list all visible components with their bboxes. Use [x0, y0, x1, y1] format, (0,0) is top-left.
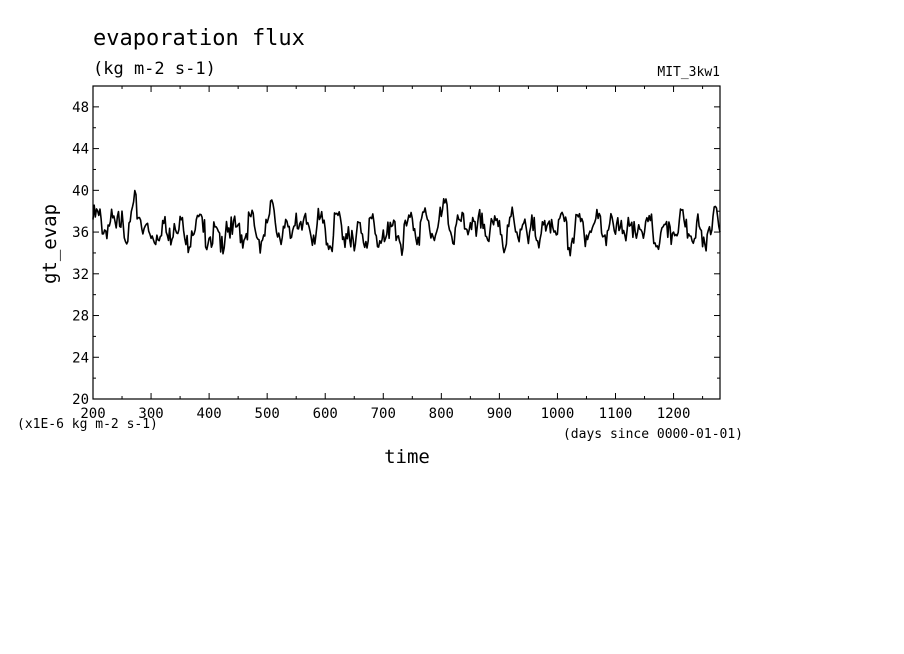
dataset-label: MIT_3kw1 — [657, 65, 720, 80]
x-tick-label: 200 — [80, 406, 105, 422]
x-tick-label: 800 — [429, 406, 454, 422]
y-tick-label: 40 — [72, 183, 89, 199]
y-tick-label: 28 — [72, 309, 89, 325]
x-tick-label: 400 — [196, 406, 221, 422]
x-tick-label: 300 — [138, 406, 163, 422]
series-line — [92, 189, 721, 257]
x-tick-label: 1200 — [657, 406, 691, 422]
y-tick-label: 36 — [72, 225, 89, 241]
x-tick-label: 700 — [371, 406, 396, 422]
x-axis-label: time — [384, 446, 430, 468]
y-tick-label: 48 — [72, 100, 89, 116]
x-tick-label: 1000 — [541, 406, 575, 422]
y-tick-label: 24 — [72, 350, 89, 366]
y-tick-label: 32 — [72, 267, 89, 283]
y-axis-label: gt_evap — [39, 204, 61, 284]
axis-ticks — [92, 85, 720, 400]
x-tick-label: 1100 — [599, 406, 633, 422]
x-tick-label: 500 — [255, 406, 280, 422]
x-tick-label: 900 — [487, 406, 512, 422]
x-tick-labels: 200 300 400 500 600 700 800 900 1000 1100 1200 — [80, 406, 690, 422]
y-tick-label: 44 — [72, 142, 89, 158]
x-unit-note: (days since 0000-01-01) — [563, 427, 743, 442]
chart-title: evaporation flux — [93, 26, 305, 51]
y-tick-label: 20 — [72, 392, 89, 408]
chart-subtitle: (kg m-2 s-1) — [93, 59, 216, 79]
y-tick-labels: 20 24 28 32 36 40 44 48 — [72, 100, 89, 408]
plot-frame — [92, 85, 721, 400]
x-tick-label: 600 — [313, 406, 338, 422]
y-unit-note: (x1E-6 kg m-2 s-1) — [17, 417, 158, 432]
